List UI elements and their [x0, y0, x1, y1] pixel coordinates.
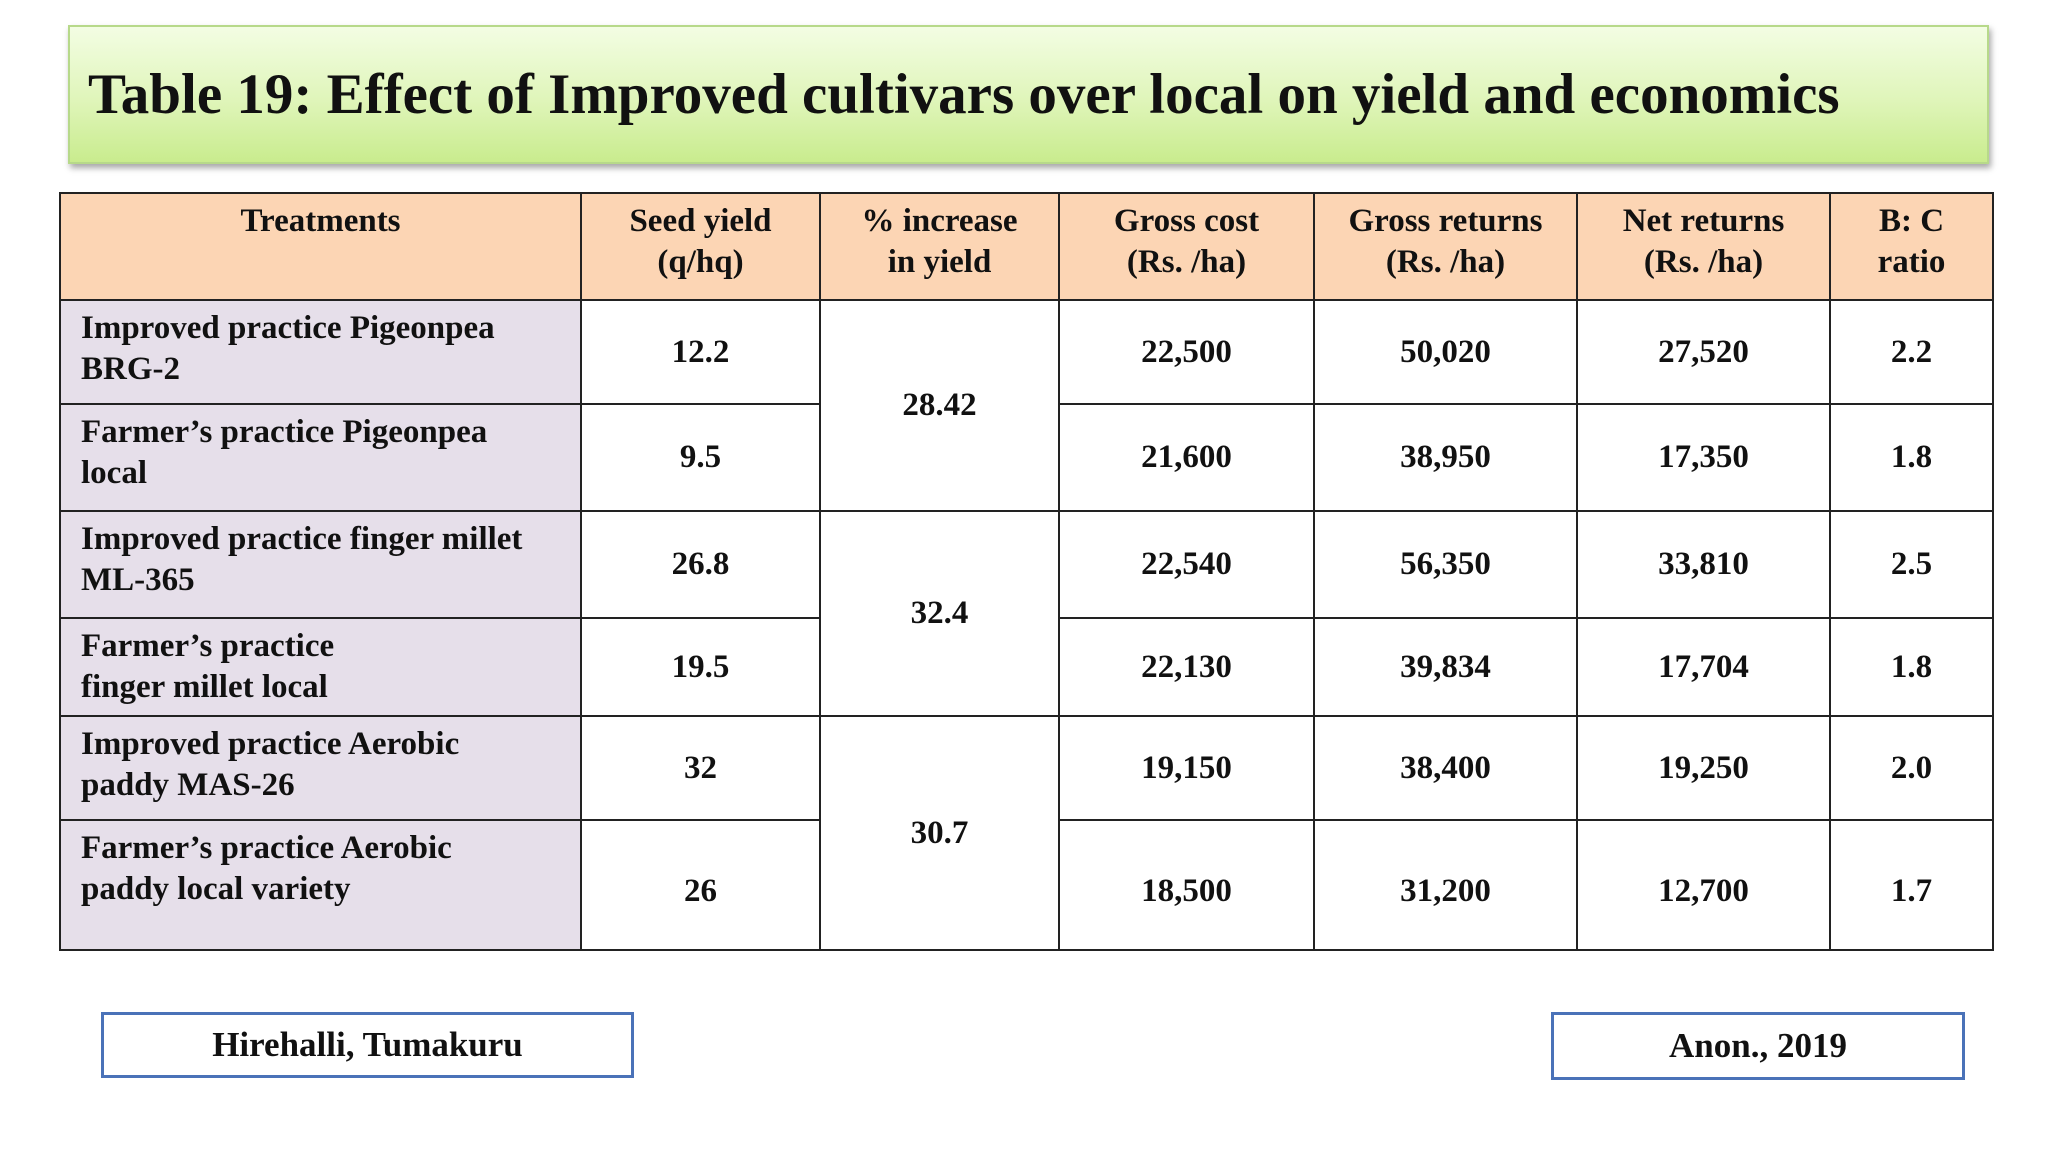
header-treatments: Treatments [59, 192, 582, 301]
table-row: Improved practice finger millet ML-365 26… [59, 510, 1994, 717]
seed-yield-cell: 19.5 [580, 617, 821, 717]
header-seed-yield: Seed yield (q/hq) [580, 192, 821, 301]
increase-cell: 30.7 [819, 715, 1060, 951]
increase-cell: 28.42 [819, 299, 1060, 512]
treatment-cell: Farmer’s practice finger millet local [59, 617, 582, 717]
treatment-cell: Farmer’s practice Pigeonpea local [59, 403, 582, 512]
net-returns-cell: 12,700 [1576, 819, 1831, 951]
gross-returns-cell: 31,200 [1313, 819, 1578, 951]
header-gross-returns: Gross returns (Rs. /ha) [1313, 192, 1578, 301]
bc-ratio-cell: 2.5 [1829, 510, 1994, 619]
source-citation: Anon., 2019 [1551, 1012, 1965, 1080]
seed-yield-cell: 26 [580, 819, 821, 951]
bc-ratio-cell: 1.8 [1829, 403, 1994, 512]
gross-cost-cell: 18,500 [1058, 819, 1315, 951]
gross-cost-cell: 22,500 [1058, 299, 1315, 405]
gross-returns-cell: 39,834 [1313, 617, 1578, 717]
header-gross-cost: Gross cost (Rs. /ha) [1058, 192, 1315, 301]
seed-yield-cell: 12.2 [580, 299, 821, 405]
net-returns-cell: 17,704 [1576, 617, 1831, 717]
gross-cost-cell: 22,540 [1058, 510, 1315, 619]
page-title: Table 19: Effect of Improved cultivars o… [88, 63, 1840, 126]
location-label: Hirehalli, Tumakuru [101, 1012, 634, 1078]
increase-cell: 32.4 [819, 510, 1060, 717]
net-returns-cell: 27,520 [1576, 299, 1831, 405]
table-row: Improved practice Aerobic paddy MAS-26 32… [59, 715, 1994, 951]
treatment-cell: Improved practice finger millet ML-365 [59, 510, 582, 619]
treatment-cell: Improved practice Pigeonpea BRG-2 [59, 299, 582, 405]
gross-returns-cell: 38,400 [1313, 715, 1578, 821]
net-returns-cell: 19,250 [1576, 715, 1831, 821]
table-row: Farmer’s practice Pigeonpea local 9.5 21,… [59, 403, 1994, 512]
bc-ratio-cell: 1.7 [1829, 819, 1994, 951]
header-percent-increase: % increase in yield [819, 192, 1060, 301]
bc-ratio-cell: 2.2 [1829, 299, 1994, 405]
gross-returns-cell: 56,350 [1313, 510, 1578, 619]
title-banner: Table 19: Effect of Improved cultivars o… [68, 25, 1989, 164]
bc-ratio-cell: 2.0 [1829, 715, 1994, 821]
results-table: Treatments Seed yield (q/hq) % increase in… [59, 192, 1994, 951]
seed-yield-cell: 32 [580, 715, 821, 821]
gross-returns-cell: 38,950 [1313, 403, 1578, 512]
table-row: Farmer’s practice Aerobic paddy local var… [59, 819, 1994, 951]
net-returns-cell: 33,810 [1576, 510, 1831, 619]
gross-cost-cell: 22,130 [1058, 617, 1315, 717]
table-header-row: Treatments Seed yield (q/hq) % increase in… [59, 192, 1994, 301]
treatment-cell: Farmer’s practice Aerobic paddy local var… [59, 819, 582, 951]
bc-ratio-cell: 1.8 [1829, 617, 1994, 717]
seed-yield-cell: 26.8 [580, 510, 821, 619]
seed-yield-cell: 9.5 [580, 403, 821, 512]
gross-cost-cell: 21,600 [1058, 403, 1315, 512]
table-row: Farmer’s practice finger millet local 19.… [59, 617, 1994, 717]
gross-returns-cell: 50,020 [1313, 299, 1578, 405]
net-returns-cell: 17,350 [1576, 403, 1831, 512]
table-row: Improved practice Pigeonpea BRG-2 12.2 28… [59, 299, 1994, 512]
treatment-cell: Improved practice Aerobic paddy MAS-26 [59, 715, 582, 821]
header-net-returns: Net returns (Rs. /ha) [1576, 192, 1831, 301]
gross-cost-cell: 19,150 [1058, 715, 1315, 821]
